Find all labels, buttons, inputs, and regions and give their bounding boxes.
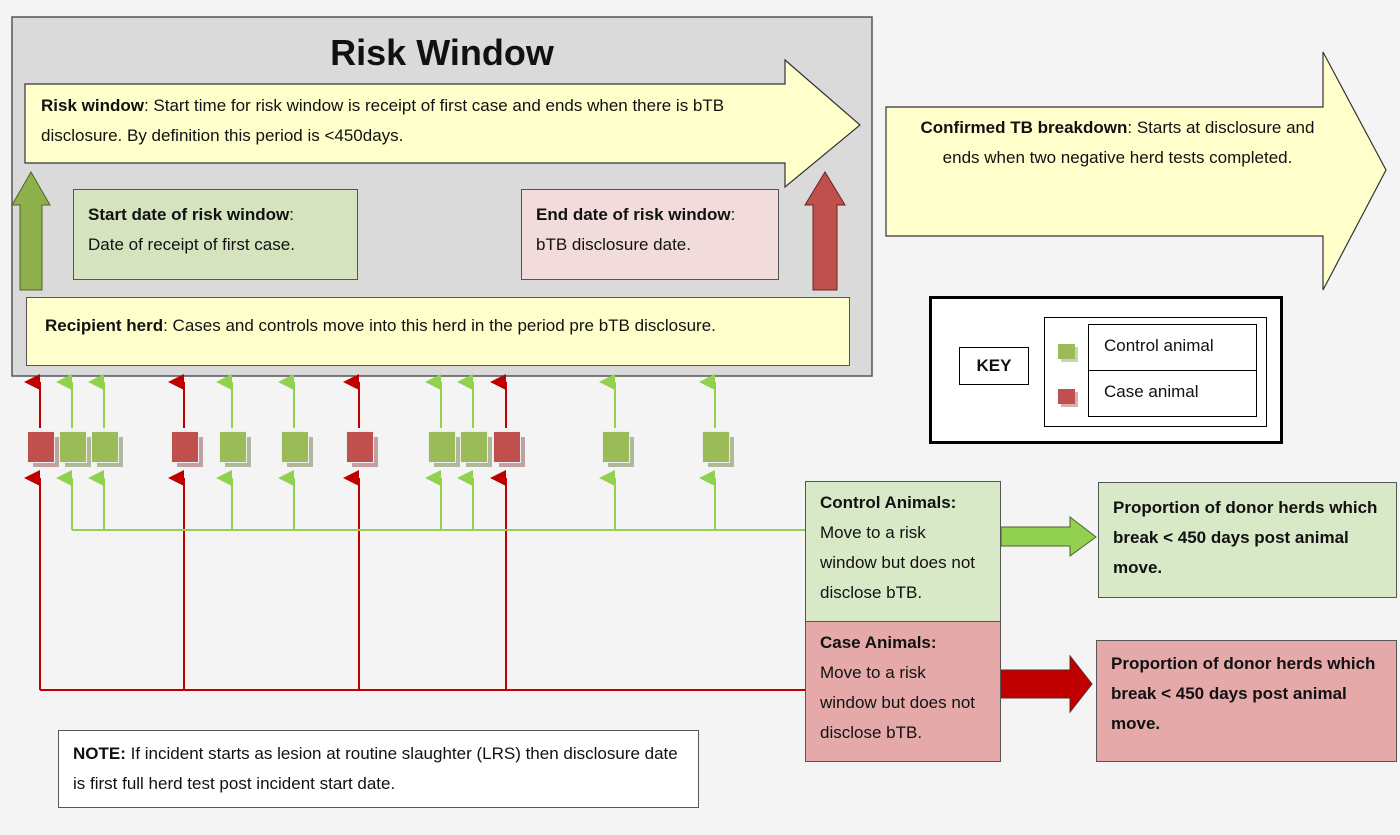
control-animal (702, 431, 730, 463)
start-date-box: Start date of risk window: Date of receip… (73, 189, 358, 280)
risk-window-text: Risk window: Start time for risk window … (41, 96, 725, 145)
control-animal (460, 431, 488, 463)
case-animal (346, 431, 374, 463)
case-animal (171, 431, 199, 463)
control-animal (281, 431, 309, 463)
control-animals-box: Control Animals: Move to a risk window bu… (805, 481, 1001, 622)
case-outcome-box: Proportion of donor herds which break < … (1096, 640, 1397, 762)
confirmed-text: Confirmed TB breakdown: Starts at disclo… (920, 118, 1315, 167)
case-outcome-arrow (997, 654, 1093, 714)
page-title: Risk Window (330, 32, 554, 73)
control-animal (219, 431, 247, 463)
key-panel: KEY Control animal Case animal (929, 296, 1283, 444)
recipient-herd-box: Recipient herd: Cases and controls move … (26, 297, 850, 366)
end-up-arrow (804, 171, 846, 291)
start-up-arrow (11, 170, 51, 291)
key-legend: Control animal Case animal (1044, 317, 1267, 427)
key-title: KEY (959, 347, 1029, 385)
control-animal (428, 431, 456, 463)
case-key-label: Case animal (1088, 370, 1257, 417)
case-swatch (1058, 389, 1075, 404)
control-animal (59, 431, 87, 463)
end-date-box: End date of risk window: bTB disclosure d… (521, 189, 779, 280)
control-swatch (1058, 344, 1075, 359)
risk-window-arrow (24, 58, 861, 189)
note-box: NOTE: If incident starts as lesion at ro… (58, 730, 699, 808)
control-outcome-arrow (1000, 515, 1097, 557)
control-animal (602, 431, 630, 463)
confirmed-arrow (885, 51, 1387, 291)
control-outcome-box: Proportion of donor herds which break < … (1098, 482, 1397, 598)
case-animals-box: Case Animals: Move to a risk window but d… (805, 621, 1001, 762)
case-animal (493, 431, 521, 463)
control-animal (91, 431, 119, 463)
control-key-label: Control animal (1088, 324, 1257, 371)
case-animal (27, 431, 55, 463)
